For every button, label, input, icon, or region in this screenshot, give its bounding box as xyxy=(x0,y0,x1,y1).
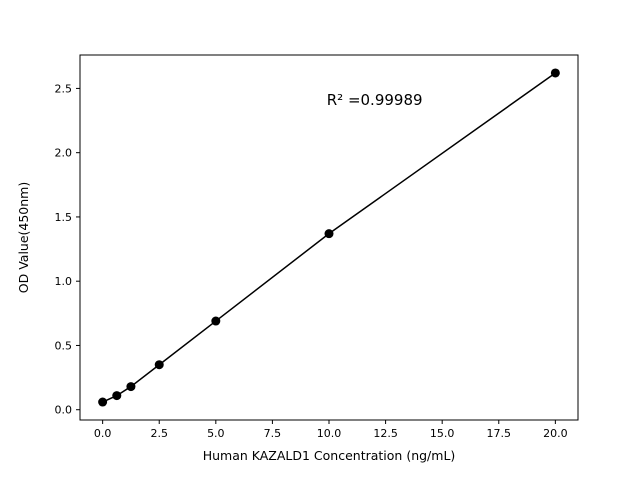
x-tick-label: 10.0 xyxy=(317,427,342,440)
data-point-marker xyxy=(154,360,164,370)
x-axis-label: Human KAZALD1 Concentration (ng/mL) xyxy=(203,448,456,463)
data-point-marker xyxy=(550,68,560,78)
x-tick-label: 15.0 xyxy=(430,427,455,440)
x-tick-label: 7.5 xyxy=(264,427,282,440)
data-point-marker xyxy=(112,391,122,401)
y-tick-label: 1.0 xyxy=(55,275,73,288)
x-tick-label: 5.0 xyxy=(207,427,225,440)
y-axis-label: OD Value(450nm) xyxy=(16,182,31,293)
data-series xyxy=(98,68,560,407)
data-point-marker xyxy=(98,397,108,407)
x-tick-label: 12.5 xyxy=(373,427,398,440)
x-tick-label: 17.5 xyxy=(487,427,512,440)
data-point-marker xyxy=(126,382,136,392)
y-tick-label: 0.5 xyxy=(55,339,73,352)
y-tick-label: 2.5 xyxy=(55,82,73,95)
x-tick-label: 20.0 xyxy=(543,427,568,440)
x-axis: 0.0 2.5 5.0 7.5 10.0 12.5 15.0 17.5 20.0 xyxy=(94,420,568,440)
y-tick-label: 0.0 xyxy=(55,404,73,417)
x-tick-label: 2.5 xyxy=(150,427,168,440)
x-tick-label: 0.0 xyxy=(94,427,112,440)
y-axis: 0.0 0.5 1.0 1.5 2.0 2.5 xyxy=(55,82,80,417)
data-point-marker xyxy=(324,229,334,239)
r-squared-annotation: R² =0.99989 xyxy=(327,91,423,109)
y-tick-label: 2.0 xyxy=(55,147,73,160)
y-tick-label: 1.5 xyxy=(55,211,73,224)
data-point-marker xyxy=(211,316,221,326)
